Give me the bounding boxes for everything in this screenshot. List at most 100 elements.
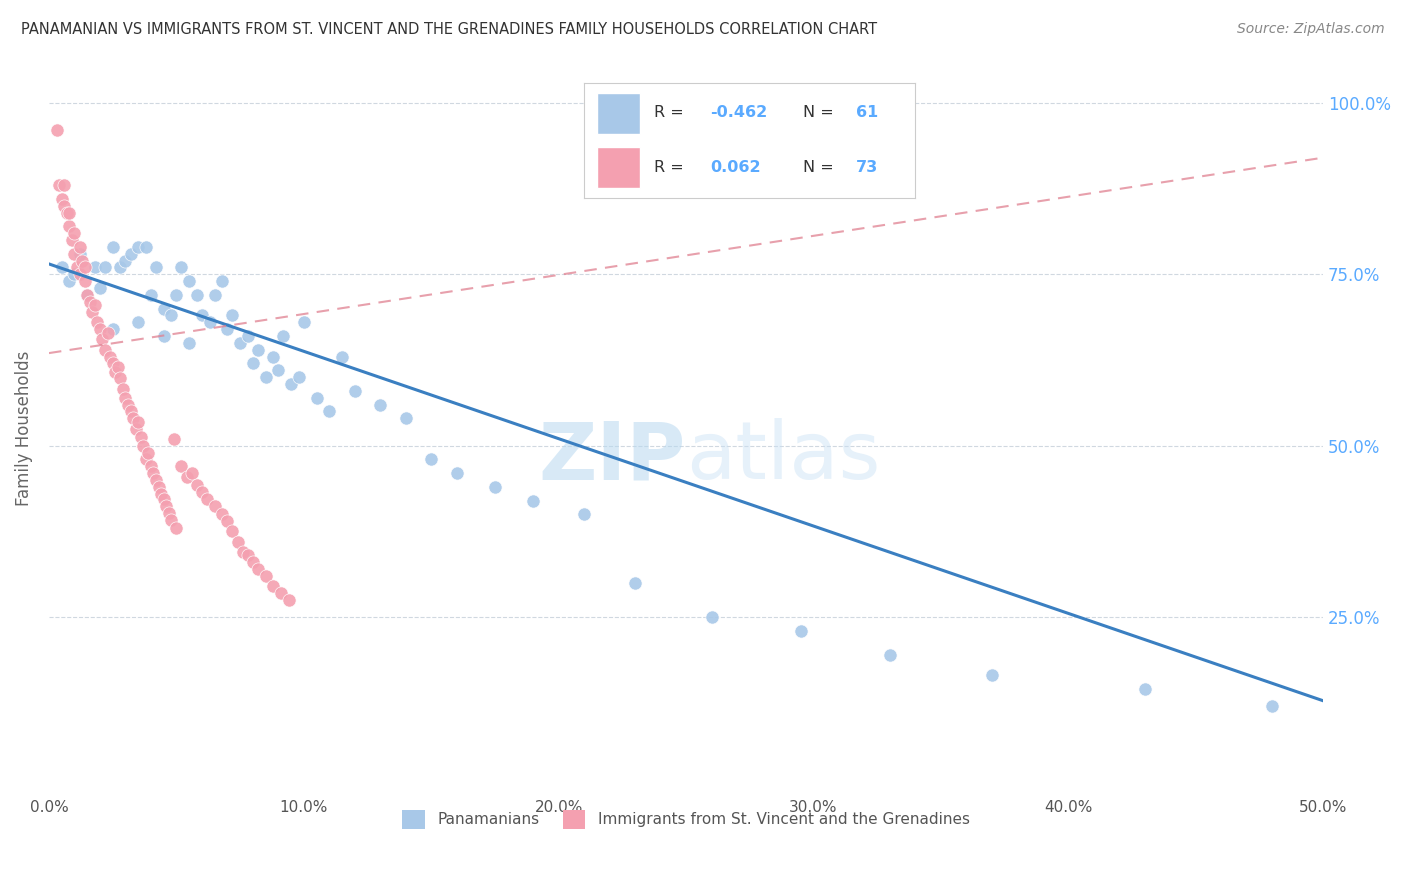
Point bbox=[572, 507, 595, 521]
Point bbox=[97, 326, 120, 340]
Point bbox=[89, 281, 111, 295]
Point bbox=[152, 301, 174, 316]
Point bbox=[198, 315, 221, 329]
Point bbox=[127, 315, 149, 329]
Point bbox=[262, 579, 284, 593]
Point bbox=[170, 260, 193, 275]
Point bbox=[83, 298, 105, 312]
Point bbox=[191, 485, 214, 500]
Point bbox=[145, 473, 167, 487]
Text: atlas: atlas bbox=[686, 418, 880, 496]
Point bbox=[69, 246, 91, 260]
Point bbox=[221, 524, 243, 539]
Point bbox=[195, 492, 218, 507]
Point bbox=[152, 329, 174, 343]
Point bbox=[165, 288, 187, 302]
Point bbox=[79, 294, 101, 309]
Point bbox=[246, 343, 269, 357]
Point bbox=[395, 411, 418, 425]
Point bbox=[165, 521, 187, 535]
Point bbox=[163, 432, 186, 446]
Point bbox=[117, 398, 139, 412]
Point bbox=[879, 648, 901, 662]
Point bbox=[101, 356, 124, 370]
Point bbox=[127, 240, 149, 254]
Point bbox=[217, 514, 239, 528]
Point bbox=[236, 549, 259, 563]
Point bbox=[98, 350, 121, 364]
Point bbox=[120, 246, 142, 260]
Point bbox=[73, 274, 96, 288]
Point bbox=[127, 415, 149, 429]
Point bbox=[420, 452, 443, 467]
Point bbox=[101, 240, 124, 254]
Point bbox=[254, 370, 277, 384]
Point bbox=[91, 332, 114, 346]
Point bbox=[242, 356, 264, 370]
Point bbox=[217, 322, 239, 336]
Point bbox=[211, 507, 233, 521]
Point bbox=[700, 610, 723, 624]
Point bbox=[292, 315, 315, 329]
Point bbox=[63, 246, 86, 260]
Point bbox=[624, 575, 647, 590]
Point bbox=[63, 226, 86, 240]
Point bbox=[1133, 682, 1156, 697]
Point bbox=[107, 359, 129, 374]
Point bbox=[129, 430, 152, 444]
Point bbox=[343, 384, 366, 398]
Point bbox=[226, 534, 249, 549]
Point bbox=[277, 593, 299, 607]
Point bbox=[76, 288, 98, 302]
Point bbox=[104, 365, 127, 379]
Point bbox=[790, 624, 813, 638]
Point bbox=[70, 253, 93, 268]
Point bbox=[53, 199, 76, 213]
Point bbox=[160, 309, 183, 323]
Point bbox=[1261, 699, 1284, 714]
Point bbox=[229, 335, 252, 350]
Text: ZIP: ZIP bbox=[538, 418, 686, 496]
Point bbox=[180, 466, 202, 480]
Point bbox=[58, 274, 80, 288]
Point bbox=[242, 555, 264, 569]
Point bbox=[280, 376, 302, 391]
Point bbox=[110, 260, 132, 275]
Point bbox=[179, 335, 201, 350]
Point bbox=[368, 398, 391, 412]
Point bbox=[170, 459, 193, 474]
Point bbox=[176, 469, 198, 483]
Point bbox=[211, 274, 233, 288]
Point bbox=[122, 411, 145, 425]
Text: PANAMANIAN VS IMMIGRANTS FROM ST. VINCENT AND THE GRENADINES FAMILY HOUSEHOLDS C: PANAMANIAN VS IMMIGRANTS FROM ST. VINCEN… bbox=[21, 22, 877, 37]
Point bbox=[330, 350, 353, 364]
Point bbox=[267, 363, 290, 377]
Point bbox=[150, 486, 173, 500]
Point bbox=[94, 260, 117, 275]
Point bbox=[124, 421, 146, 435]
Point bbox=[101, 322, 124, 336]
Point bbox=[142, 466, 165, 480]
Point bbox=[53, 178, 76, 193]
Point bbox=[155, 499, 177, 513]
Legend: Panamanians, Immigrants from St. Vincent and the Grenadines: Panamanians, Immigrants from St. Vincent… bbox=[396, 804, 976, 835]
Point bbox=[148, 480, 170, 494]
Point bbox=[76, 288, 98, 302]
Point bbox=[89, 322, 111, 336]
Point bbox=[204, 499, 226, 513]
Point bbox=[66, 260, 89, 275]
Point bbox=[114, 391, 136, 405]
Point bbox=[179, 274, 201, 288]
Text: Source: ZipAtlas.com: Source: ZipAtlas.com bbox=[1237, 22, 1385, 37]
Point bbox=[58, 219, 80, 234]
Point bbox=[262, 350, 284, 364]
Point bbox=[45, 123, 67, 137]
Point bbox=[273, 329, 295, 343]
Point bbox=[254, 569, 277, 583]
Point bbox=[114, 253, 136, 268]
Point bbox=[287, 370, 309, 384]
Y-axis label: Family Households: Family Households bbox=[15, 351, 32, 507]
Point bbox=[58, 205, 80, 219]
Point bbox=[63, 267, 86, 281]
Point bbox=[232, 545, 254, 559]
